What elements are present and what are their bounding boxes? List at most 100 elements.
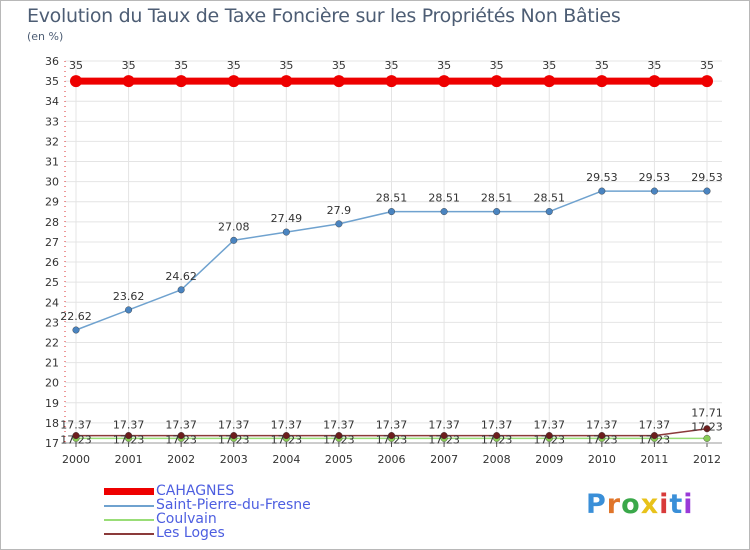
- data-label: 35: [647, 59, 661, 72]
- series-point-3: [440, 432, 448, 440]
- series-point-0: [175, 75, 188, 88]
- legend-item-saint-pierre[interactable]: Saint-Pierre-du-Fresne: [104, 497, 364, 513]
- data-label: 35: [542, 59, 556, 72]
- series-point-3: [703, 425, 711, 433]
- logo-letter: o: [621, 489, 641, 520]
- x-tick-label: 2009: [535, 453, 563, 466]
- series-point-0: [385, 75, 398, 88]
- data-label: 17.37: [218, 419, 250, 432]
- series-point-3: [598, 432, 606, 440]
- legend-swatch-cahagnes: [104, 488, 154, 495]
- series-point-3: [650, 432, 658, 440]
- data-label: 28.51: [428, 192, 460, 205]
- data-label: 17.37: [639, 419, 671, 432]
- data-label: 35: [69, 59, 83, 72]
- series-point-3: [545, 432, 553, 440]
- y-tick-label: 26: [45, 256, 59, 269]
- data-label: 27.08: [218, 220, 250, 233]
- legend-label-coulvain: Coulvain: [156, 511, 217, 527]
- series-labels: 35 35 35 35 35 35 35 35 35 35 35 35 35 22.62 23.62 24.6…: [60, 59, 723, 446]
- data-label: 29.53: [691, 171, 723, 184]
- y-tick-label: 34: [45, 95, 59, 108]
- series-point-0: [438, 75, 451, 88]
- series-point-0: [490, 75, 503, 88]
- series-point-1: [545, 208, 553, 216]
- data-label: 28.51: [534, 192, 566, 205]
- data-label: 17.37: [481, 419, 513, 432]
- data-label: 35: [279, 59, 293, 72]
- data-label: 17.23: [586, 433, 618, 446]
- series-point-0: [227, 75, 240, 88]
- data-label: 22.62: [60, 310, 92, 323]
- y-tick-label: 33: [45, 115, 59, 128]
- data-label: 17.23: [376, 433, 408, 446]
- logo-letter: r: [606, 489, 622, 520]
- data-label: 17.37: [586, 419, 618, 432]
- series-point-0: [648, 75, 661, 88]
- data-label: 35: [385, 59, 399, 72]
- data-label: 35: [490, 59, 504, 72]
- logo-letter: P: [586, 489, 607, 520]
- data-label: 17.71: [691, 407, 723, 420]
- y-tick-label: 23: [45, 316, 59, 329]
- x-tick-label: 2005: [325, 453, 353, 466]
- series-point-3: [72, 432, 80, 440]
- legend-label-cahagnes: CAHAGNES: [156, 483, 235, 499]
- x-tick-label: 2006: [378, 453, 406, 466]
- y-tick-label: 30: [45, 176, 59, 189]
- data-label: 35: [595, 59, 609, 72]
- y-tick-label: 21: [45, 357, 59, 370]
- x-tick-label: 2010: [588, 453, 616, 466]
- y-tick-label: 36: [45, 55, 59, 68]
- series-lines: [70, 75, 713, 442]
- legend-item-cahagnes[interactable]: CAHAGNES: [104, 483, 364, 499]
- y-tick-label: 18: [45, 417, 59, 430]
- x-tick-label: 2008: [483, 453, 511, 466]
- data-label: 27.49: [271, 212, 303, 225]
- grid: [65, 60, 722, 444]
- data-label: 17.23: [428, 433, 460, 446]
- data-label: 17.23: [218, 433, 250, 446]
- series-point-1: [177, 286, 185, 294]
- series-point-3: [177, 432, 185, 440]
- series-point-1: [230, 236, 238, 244]
- data-label: 17.37: [165, 419, 197, 432]
- series-point-1: [388, 208, 396, 216]
- y-tick-label: 29: [45, 196, 59, 209]
- series-point-3: [282, 432, 290, 440]
- data-label: 29.53: [639, 171, 671, 184]
- series-point-1: [282, 228, 290, 236]
- logo-letter: x: [640, 489, 660, 520]
- logo-letter: t: [669, 489, 684, 520]
- data-label: 28.51: [376, 192, 408, 205]
- data-label: 17.23: [534, 433, 566, 446]
- proxiti-logo: Proxiti: [586, 489, 694, 520]
- x-tick-label: 2004: [272, 453, 300, 466]
- data-label: 17.23: [639, 433, 671, 446]
- series-point-1: [125, 306, 133, 314]
- y-tick-label: 32: [45, 135, 59, 148]
- legend-label-les-loges: Les Loges: [156, 525, 225, 541]
- series-point-1: [493, 208, 501, 216]
- data-label: 35: [122, 59, 136, 72]
- series-point-1: [72, 326, 80, 334]
- legend-swatch-saint-pierre: [104, 505, 154, 507]
- data-label: 17.23: [691, 420, 723, 433]
- y-tick-label: 27: [45, 236, 59, 249]
- data-label: 28.51: [481, 192, 513, 205]
- series-point-1: [440, 208, 448, 216]
- y-tick-label: 31: [45, 156, 59, 169]
- legend-item-coulvain[interactable]: Coulvain: [104, 511, 364, 527]
- legend-label-saint-pierre: Saint-Pierre-du-Fresne: [156, 497, 311, 513]
- series-point-1: [598, 187, 606, 195]
- y-tick-label: 22: [45, 336, 59, 349]
- data-label: 29.53: [586, 171, 618, 184]
- chart-title: Evolution du Taux de Taxe Foncière sur l…: [27, 5, 621, 27]
- x-tick-label: 2001: [115, 453, 143, 466]
- data-label: 17.37: [376, 419, 408, 432]
- series-point-0: [543, 75, 556, 88]
- data-label: 27.9: [327, 204, 352, 217]
- data-label: 35: [174, 59, 188, 72]
- legend-item-les-loges[interactable]: Les Loges: [104, 525, 364, 541]
